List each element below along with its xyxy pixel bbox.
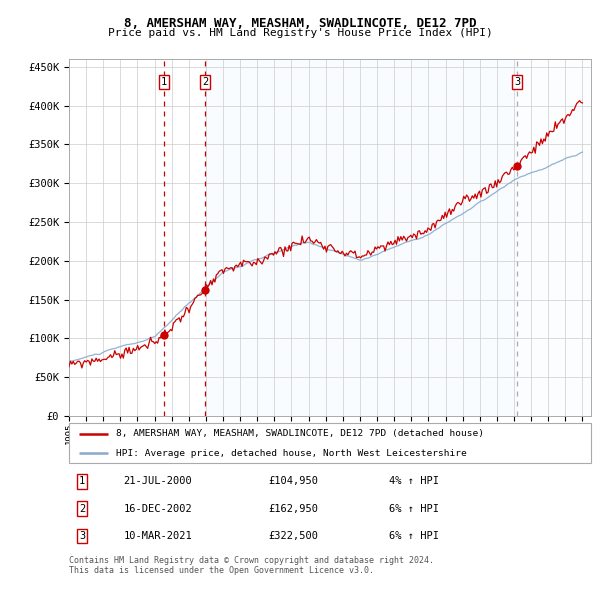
- Text: Price paid vs. HM Land Registry's House Price Index (HPI): Price paid vs. HM Land Registry's House …: [107, 28, 493, 38]
- Bar: [517, 59, 591, 416]
- Text: 2: 2: [79, 504, 85, 513]
- Text: 16-DEC-2002: 16-DEC-2002: [124, 504, 192, 513]
- FancyBboxPatch shape: [69, 423, 591, 463]
- Text: 3: 3: [79, 531, 85, 541]
- Text: 8, AMERSHAM WAY, MEASHAM, SWADLINCOTE, DE12 7PD (detached house): 8, AMERSHAM WAY, MEASHAM, SWADLINCOTE, D…: [116, 430, 484, 438]
- Text: 6% ↑ HPI: 6% ↑ HPI: [389, 504, 439, 513]
- Text: £322,500: £322,500: [268, 531, 319, 541]
- Text: 3: 3: [514, 77, 520, 87]
- Text: £104,950: £104,950: [268, 476, 319, 486]
- Text: 8, AMERSHAM WAY, MEASHAM, SWADLINCOTE, DE12 7PD: 8, AMERSHAM WAY, MEASHAM, SWADLINCOTE, D…: [124, 17, 476, 30]
- Text: 6% ↑ HPI: 6% ↑ HPI: [389, 531, 439, 541]
- Text: 21-JUL-2000: 21-JUL-2000: [124, 476, 192, 486]
- Text: HPI: Average price, detached house, North West Leicestershire: HPI: Average price, detached house, Nort…: [116, 448, 467, 458]
- Text: 2: 2: [202, 77, 208, 87]
- Text: 1: 1: [161, 77, 167, 87]
- Text: 1: 1: [79, 476, 85, 486]
- Text: This data is licensed under the Open Government Licence v3.0.: This data is licensed under the Open Gov…: [69, 566, 374, 575]
- Bar: [205, 59, 517, 416]
- Text: £162,950: £162,950: [268, 504, 319, 513]
- Text: 10-MAR-2021: 10-MAR-2021: [124, 531, 192, 541]
- Text: 4% ↑ HPI: 4% ↑ HPI: [389, 476, 439, 486]
- Text: Contains HM Land Registry data © Crown copyright and database right 2024.: Contains HM Land Registry data © Crown c…: [69, 556, 434, 565]
